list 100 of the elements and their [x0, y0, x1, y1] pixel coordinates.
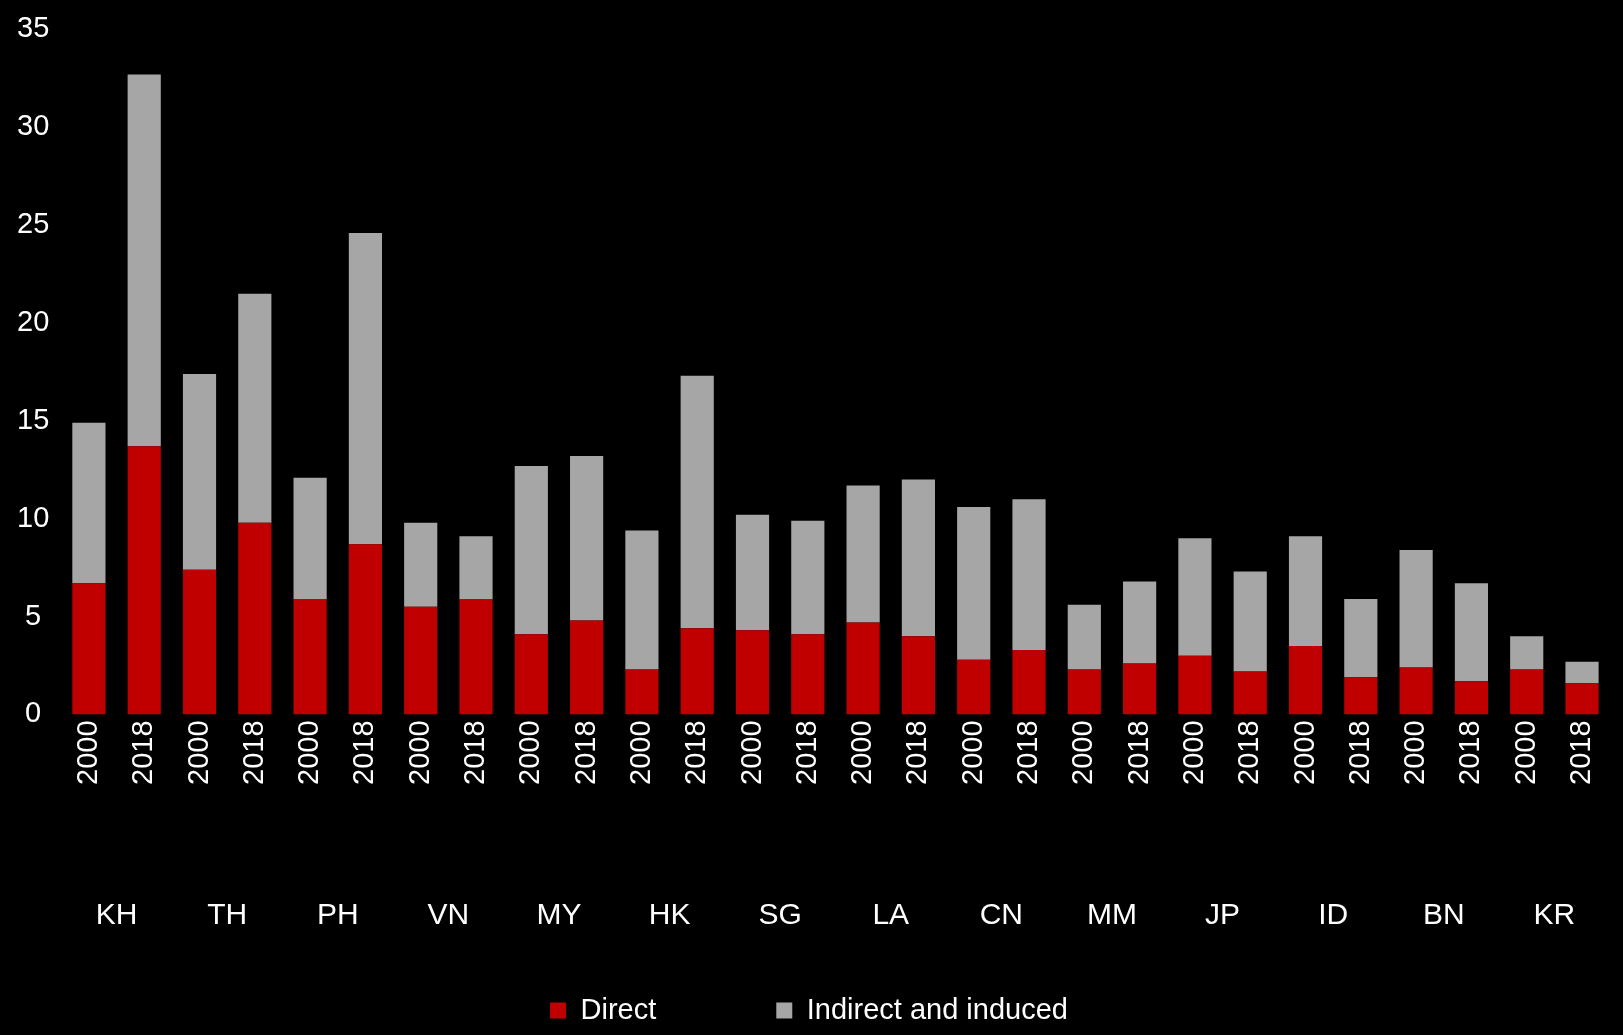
bar	[791, 520, 825, 635]
bar	[404, 606, 438, 715]
bar	[1510, 636, 1544, 670]
x-tick-label: 2000	[734, 720, 767, 785]
bar	[1233, 571, 1267, 672]
bar	[182, 373, 217, 570]
bar	[238, 293, 272, 523]
x-tick-label: 2018	[789, 720, 822, 785]
x-tick-label: 2018	[1564, 720, 1597, 785]
bar	[1454, 681, 1489, 715]
text: VN	[427, 897, 470, 931]
bar	[625, 530, 659, 670]
bar	[1178, 538, 1212, 656]
text: KR	[1533, 897, 1576, 931]
bar	[625, 669, 659, 715]
bar	[459, 536, 493, 599]
x-tick-label: 2000	[845, 720, 878, 785]
bar	[1565, 661, 1599, 684]
bar	[957, 659, 991, 715]
y-tick-label: 5	[25, 598, 42, 631]
x-tick-label: 2000	[70, 720, 103, 785]
text: MM	[1086, 897, 1137, 931]
y-tick-label: 10	[17, 500, 50, 533]
text: LA	[872, 897, 910, 931]
bar	[72, 422, 106, 584]
text: HK	[648, 897, 691, 931]
bar	[846, 622, 880, 715]
text: KH	[95, 897, 138, 931]
bar	[1233, 671, 1267, 715]
x-tick-label: 2018	[1342, 720, 1375, 785]
legend-label: Direct	[580, 992, 657, 1025]
bar	[127, 74, 161, 447]
x-tick-label: 2018	[126, 720, 159, 785]
bar	[1454, 583, 1489, 682]
y-tick-label: 0	[25, 696, 42, 729]
x-tick-label: 2018	[347, 720, 380, 785]
text: TH	[207, 897, 248, 931]
bar	[1012, 499, 1046, 650]
bar	[127, 446, 161, 715]
text: PH	[316, 897, 359, 931]
x-tick-label: 2000	[1176, 720, 1209, 785]
bar	[459, 599, 493, 715]
bar	[182, 569, 217, 715]
y-tick-label: 35	[17, 11, 50, 44]
x-tick-label: 2018	[900, 720, 933, 785]
bar	[846, 485, 880, 623]
text: MY	[536, 897, 582, 931]
bar	[1399, 550, 1433, 668]
x-tick-label: 2018	[236, 720, 269, 785]
x-tick-label: 2000	[181, 720, 214, 785]
x-tick-label: 2018	[1011, 720, 1044, 785]
bar	[570, 620, 604, 715]
bar	[72, 583, 106, 715]
bar	[348, 232, 382, 545]
x-tick-label: 2018	[1232, 720, 1265, 785]
x-tick-label: 2018	[458, 720, 491, 785]
bar	[514, 634, 548, 715]
bar	[1565, 683, 1599, 715]
bar	[1012, 649, 1046, 715]
text: BN	[1422, 897, 1465, 931]
bar	[1178, 655, 1212, 715]
bar	[1067, 604, 1101, 670]
bar	[735, 630, 770, 715]
x-tick-label: 2018	[1121, 720, 1154, 785]
bar	[680, 628, 714, 715]
bar	[957, 507, 991, 660]
bar	[901, 636, 936, 715]
x-tick-label: 2000	[513, 720, 546, 785]
bar	[735, 514, 770, 631]
bar	[1510, 669, 1544, 715]
x-tick-label: 2000	[1508, 720, 1541, 785]
bar	[1344, 677, 1378, 715]
bar	[404, 522, 438, 607]
x-tick-label: 2000	[292, 720, 325, 785]
text: CN	[979, 897, 1024, 931]
x-tick-label: 2000	[955, 720, 988, 785]
legend-label: Indirect and induced	[806, 992, 1068, 1025]
x-tick-label: 2000	[623, 720, 656, 785]
bar	[293, 599, 327, 715]
x-tick-label: 2000	[1398, 720, 1431, 785]
bar	[1123, 663, 1157, 715]
text: SG	[758, 897, 802, 931]
x-tick-label: 2000	[1287, 720, 1320, 785]
text: JP	[1205, 897, 1241, 931]
bar	[901, 479, 936, 637]
x-tick-label: 2018	[1453, 720, 1486, 785]
bar	[570, 456, 604, 621]
bar	[1288, 536, 1323, 646]
bar	[238, 522, 272, 715]
bar	[1399, 667, 1433, 715]
bar	[791, 634, 825, 715]
bar	[293, 477, 327, 599]
bar	[348, 544, 382, 715]
x-tick-label: 2018	[568, 720, 601, 785]
x-tick-label: 2000	[1066, 720, 1099, 785]
y-tick-label: 30	[17, 109, 50, 142]
bar	[680, 375, 714, 629]
bar	[1067, 669, 1101, 715]
y-tick-label: 15	[17, 402, 50, 435]
y-tick-label: 20	[17, 305, 50, 338]
